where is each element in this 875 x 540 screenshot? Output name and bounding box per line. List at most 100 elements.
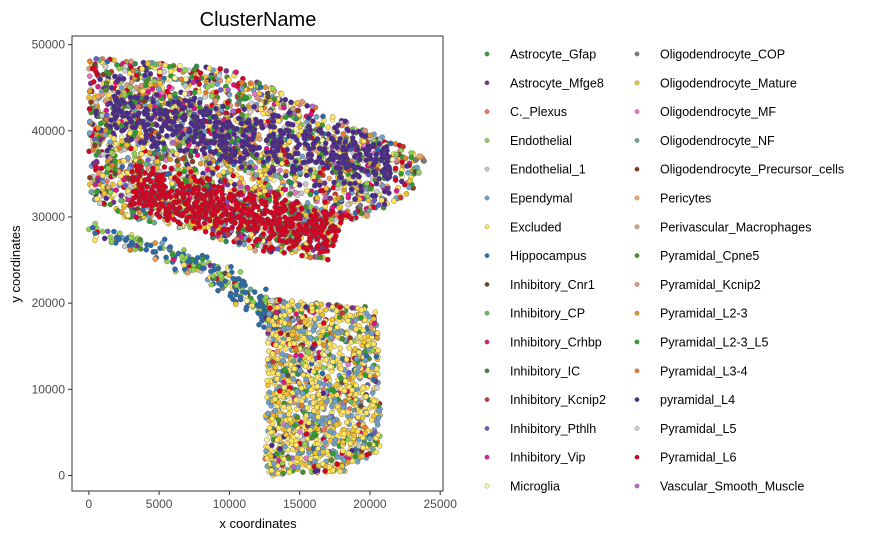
scatter-point [190, 96, 197, 103]
scatter-point [347, 312, 353, 319]
scatter-point [307, 254, 314, 261]
scatter-point [149, 168, 156, 175]
scatter-point [237, 223, 244, 229]
scatter-point [256, 179, 262, 185]
scatter-point [164, 171, 171, 177]
scatter-point [260, 231, 267, 237]
scatter-point [143, 161, 150, 167]
scatter-point [243, 306, 249, 313]
scatter-point [181, 117, 187, 123]
scatter-point [191, 89, 198, 96]
scatter-point [108, 238, 115, 245]
scatter-point [216, 199, 223, 205]
scatter-point [111, 228, 117, 235]
scatter-point [383, 144, 390, 150]
scatter-point [148, 116, 154, 122]
scatter-point [145, 176, 152, 183]
scatter-point [157, 110, 163, 117]
scatter-point [119, 85, 125, 91]
scatter-point [152, 111, 159, 117]
scatter-point [188, 169, 194, 175]
scatter-point [369, 390, 376, 396]
scatter-point [325, 373, 331, 380]
scatter-point [212, 148, 219, 155]
scatter-point [216, 72, 223, 79]
scatter-point [238, 120, 244, 127]
scatter-point [285, 411, 292, 417]
scatter-point [236, 180, 243, 186]
scatter-point [140, 120, 146, 127]
scatter-point [173, 192, 179, 199]
scatter-point [111, 107, 118, 113]
scatter-point [319, 147, 326, 153]
scatter-point [406, 184, 412, 191]
scatter-point [207, 262, 213, 269]
scatter-point [331, 179, 337, 186]
scatter-point [282, 186, 289, 193]
scatter-point [300, 244, 307, 251]
scatter-point [147, 127, 154, 133]
scatter-point [358, 132, 365, 138]
scatter-point [156, 185, 162, 191]
scatter-point [264, 192, 271, 198]
scatter-point [107, 123, 113, 129]
scatter-point [209, 170, 216, 176]
scatter-point [157, 245, 163, 251]
scatter-point [364, 193, 371, 199]
scatter-point [276, 218, 282, 225]
scatter-point [244, 298, 250, 304]
scatter-point [319, 160, 326, 166]
scatter-point [152, 240, 158, 246]
scatter-point [103, 195, 110, 202]
scatter-point [358, 183, 364, 190]
scatter-point [212, 97, 219, 104]
scatter-point [376, 202, 382, 208]
scatter-point [284, 222, 290, 228]
scatter-point [279, 160, 285, 167]
scatter-point [299, 153, 305, 160]
scatter-point [341, 430, 347, 437]
scatter-point [289, 121, 296, 128]
scatter-point [189, 190, 196, 196]
scatter-point [210, 114, 217, 120]
scatter-point [160, 183, 167, 189]
scatter-point [242, 127, 249, 134]
scatter-point [393, 151, 399, 158]
scatter-point [189, 256, 196, 263]
scatter-point [271, 96, 278, 102]
scatter-point [317, 216, 324, 223]
scatter-point [344, 126, 350, 133]
scatter-point [213, 189, 219, 196]
scatter-point [176, 170, 183, 177]
scatter-point [206, 177, 212, 183]
scatter-point [317, 126, 323, 132]
scatter-point [206, 160, 213, 167]
scatter-point [163, 254, 169, 261]
scatter-point [125, 212, 131, 219]
scatter-point [214, 81, 221, 87]
scatter-point [192, 167, 199, 173]
scatter-point [248, 208, 255, 214]
scatter-point [288, 99, 294, 106]
scatter-point [94, 189, 100, 195]
scatter-point [86, 94, 92, 101]
scatter-point [87, 118, 93, 125]
scatter-point [150, 99, 157, 105]
scatter-point [215, 287, 221, 294]
scatter-point [93, 158, 100, 165]
scatter-point [310, 393, 316, 400]
scatter-point [95, 93, 101, 100]
scatter-point [330, 223, 336, 230]
scatter-point [206, 201, 212, 208]
scatter-point [113, 141, 119, 147]
scatter-point [262, 225, 269, 231]
scatter-point [208, 93, 215, 99]
scatter-point [264, 149, 270, 155]
scatter-point [254, 204, 261, 210]
scatter-point [228, 290, 234, 297]
scatter-point [95, 170, 102, 176]
scatter-point [152, 256, 158, 262]
scatter-point [132, 124, 139, 130]
scatter-point [95, 148, 102, 155]
